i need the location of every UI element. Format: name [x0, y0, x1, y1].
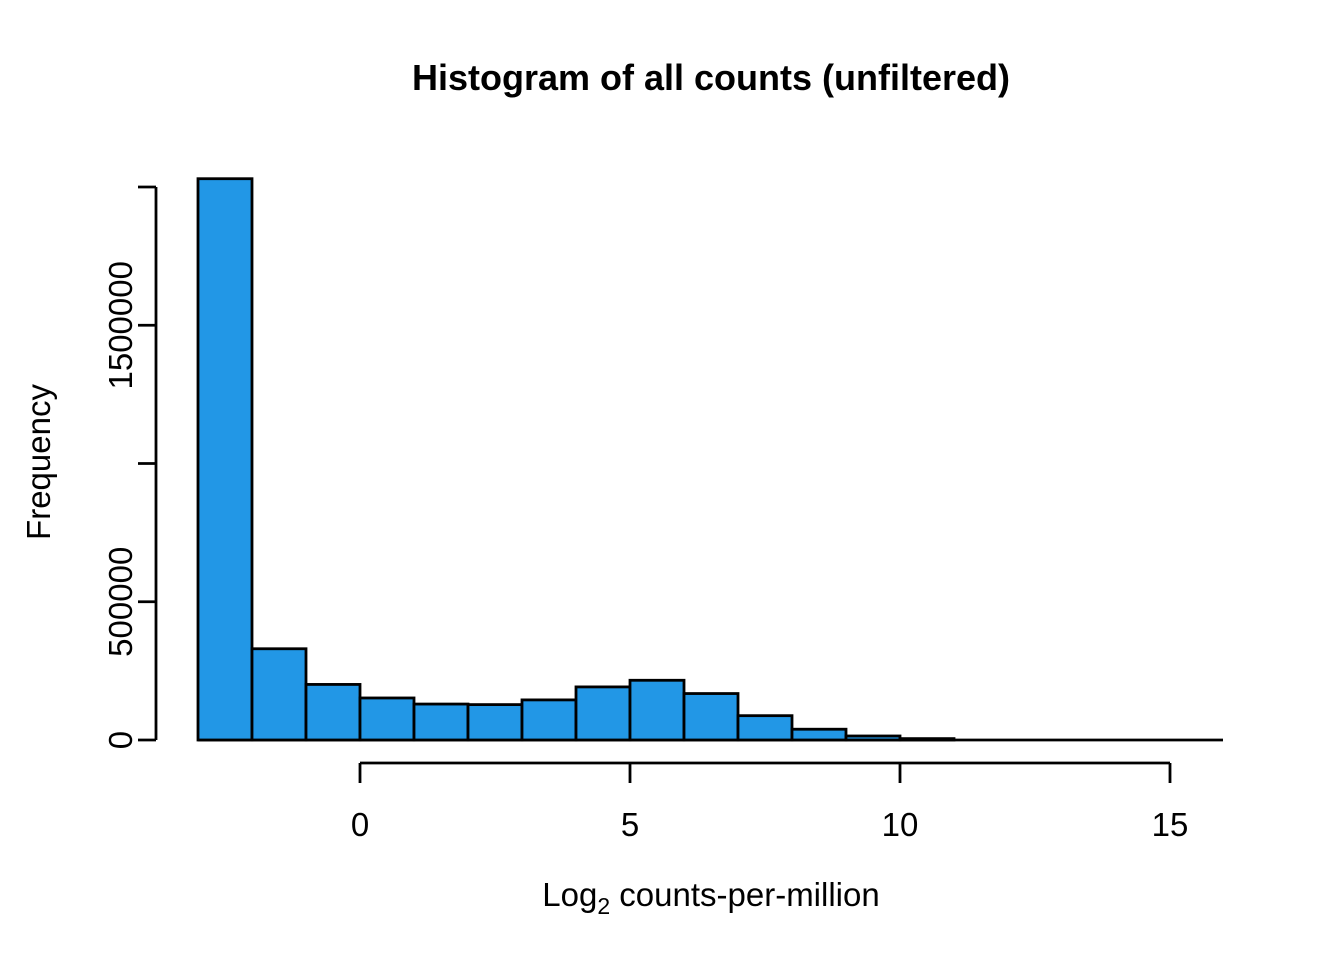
histogram-bar	[358, 696, 416, 742]
histogram-bar	[736, 714, 794, 742]
y-tick-label: 1500000	[102, 261, 139, 389]
chart-title: Histogram of all counts (unfiltered)	[412, 57, 1010, 98]
histogram-bar	[250, 647, 308, 742]
x-axis-label-suffix: counts-per-million	[610, 876, 880, 913]
x-tick-label: 15	[1152, 806, 1189, 843]
histogram-bar	[520, 698, 578, 742]
histogram-bar	[412, 702, 470, 742]
histogram-bar	[304, 683, 362, 742]
histogram-bar	[844, 734, 902, 742]
histogram-bars	[196, 177, 956, 742]
histogram-bar	[682, 692, 740, 742]
y-axis-label: Frequency	[20, 384, 57, 540]
histogram-bar	[628, 678, 686, 742]
x-axis-label-prefix: Log	[542, 876, 597, 913]
y-tick-label: 500000	[102, 547, 139, 657]
histogram-bar	[574, 685, 632, 742]
x-axis-label: Log2 counts-per-million	[542, 876, 879, 919]
histogram-bar	[466, 703, 524, 742]
y-tick-label: 0	[102, 731, 139, 749]
y-axis-ticks: 0 500000 1500000	[102, 185, 156, 749]
x-axis-ticks: 0 5 10 15	[351, 763, 1189, 843]
x-tick-label: 5	[621, 806, 639, 843]
histogram-bar	[898, 737, 956, 742]
histogram-bar	[196, 177, 254, 742]
histogram-bar	[790, 727, 848, 742]
x-tick-label: 10	[882, 806, 919, 843]
x-tick-label: 0	[351, 806, 369, 843]
x-axis-label-subscript: 2	[597, 893, 610, 919]
